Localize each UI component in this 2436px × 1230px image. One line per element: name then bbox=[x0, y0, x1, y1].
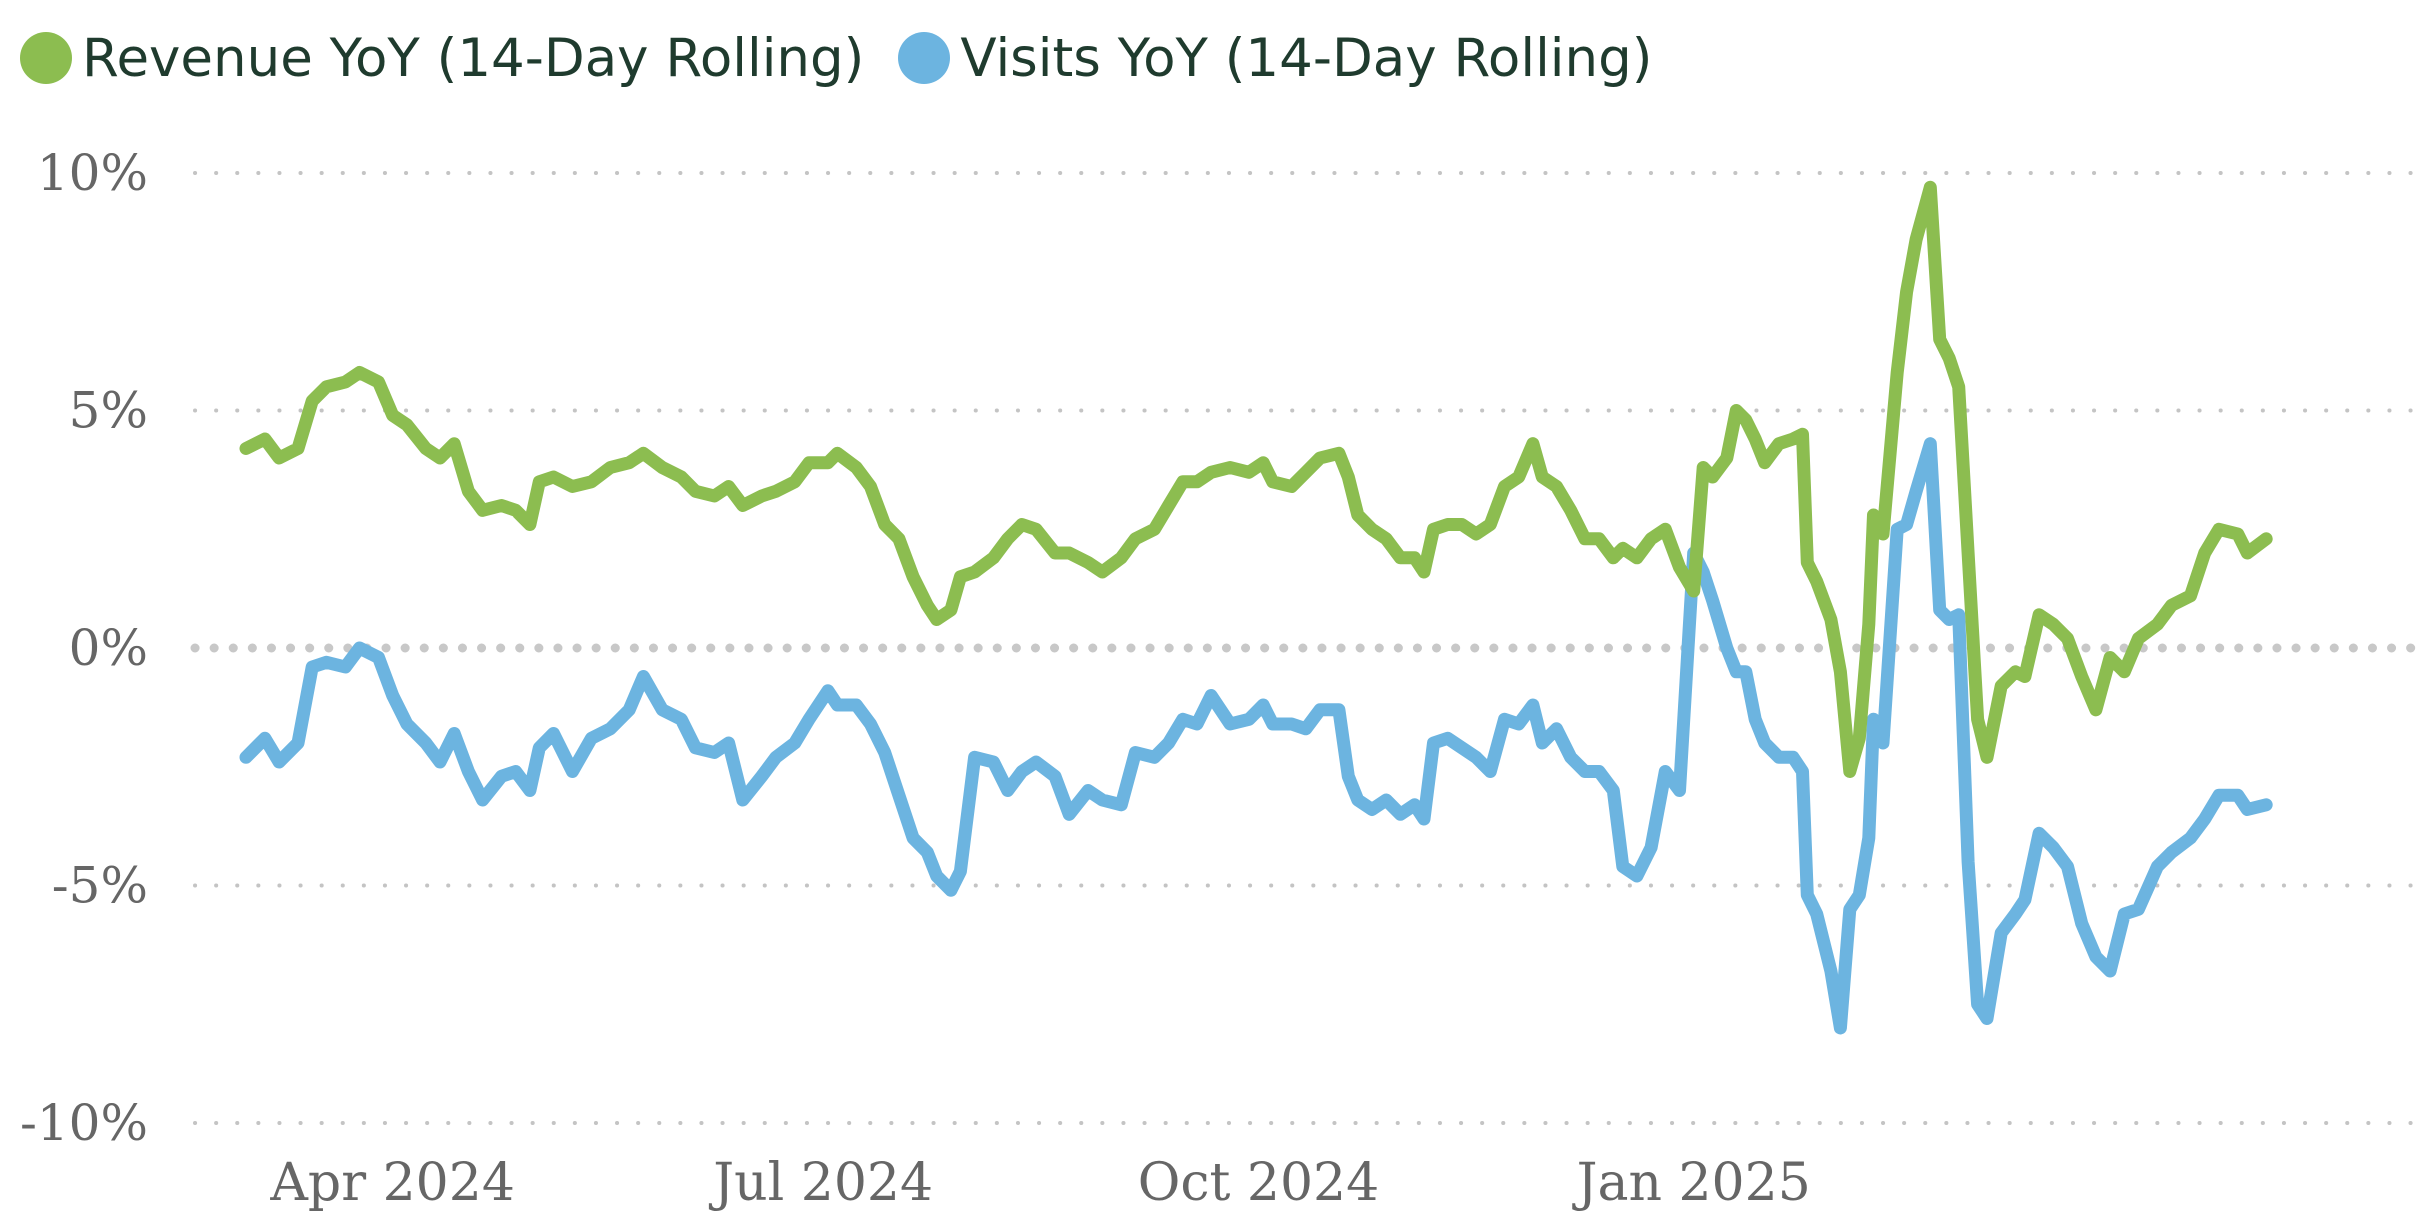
y-tick-label: -5% bbox=[52, 857, 148, 915]
revenue-series-line bbox=[239, 180, 2273, 778]
legend-item-revenue[interactable]: Revenue YoY (14-Day Rolling) bbox=[20, 28, 864, 89]
y-tick-label: 10% bbox=[37, 144, 148, 202]
revenue-legend-marker bbox=[20, 32, 72, 84]
x-tick-label: Apr 2024 bbox=[269, 1153, 515, 1213]
revenue-legend-label: Revenue YoY (14-Day Rolling) bbox=[82, 27, 865, 89]
y-tick-label: -10% bbox=[20, 1094, 148, 1152]
visits-legend-label: Visits YoY (14-Day Rolling) bbox=[960, 27, 1653, 89]
chart-legend: Revenue YoY (14-Day Rolling) Visits YoY … bbox=[20, 18, 1652, 98]
x-tick-label: Jul 2024 bbox=[708, 1153, 933, 1213]
y-tick-label: 0% bbox=[69, 619, 148, 677]
y-tick-label: 5% bbox=[69, 382, 148, 440]
legend-item-visits[interactable]: Visits YoY (14-Day Rolling) bbox=[898, 28, 1652, 89]
visits-series-line bbox=[239, 437, 2273, 1035]
x-tick-label: Oct 2024 bbox=[1138, 1153, 1380, 1213]
x-tick-label: Jan 2025 bbox=[1572, 1153, 1811, 1213]
visits-legend-marker bbox=[898, 32, 951, 84]
